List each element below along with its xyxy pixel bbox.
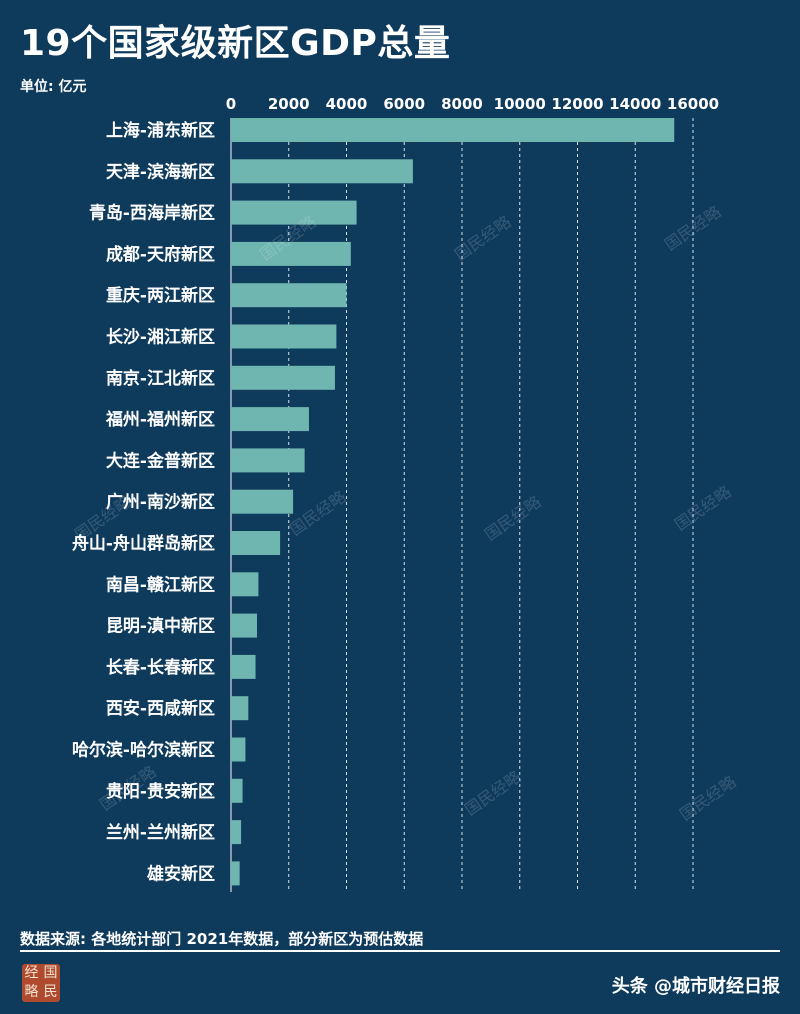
category-label: 广州-南沙新区	[106, 492, 215, 513]
x-tick-label: 14000	[609, 95, 661, 113]
x-tick-label: 8000	[441, 95, 483, 113]
x-tick-label: 2000	[268, 95, 310, 113]
bar	[231, 820, 242, 845]
bar	[231, 861, 240, 886]
footer-divider	[20, 950, 780, 952]
bar	[231, 489, 294, 514]
bar	[231, 531, 281, 555]
category-label: 贵阳-贵安新区	[106, 781, 215, 802]
bar	[231, 696, 249, 721]
category-label: 长春-长春新区	[106, 657, 215, 678]
bar	[231, 778, 243, 803]
category-label: 大连-金普新区	[106, 450, 215, 471]
bar	[231, 159, 413, 184]
bar	[231, 572, 259, 597]
category-label: 重庆-两江新区	[106, 285, 215, 306]
category-label: 南昌-赣江新区	[106, 574, 215, 595]
brand-logo: 经 国 略 民	[22, 964, 60, 1002]
bar	[231, 654, 256, 679]
category-label: 哈尔滨-哈尔滨新区	[72, 740, 215, 761]
bar	[231, 613, 257, 638]
category-label: 上海-浦东新区	[106, 120, 215, 141]
x-tick-label: 0	[226, 95, 236, 113]
data-source-note: 数据来源: 各地统计部门 2021年数据，部分新区为预估数据	[20, 930, 424, 948]
logo-char: 经	[24, 965, 39, 981]
bar	[231, 365, 335, 390]
chart-title: 19个国家级新区GDP总量	[20, 23, 451, 64]
category-label: 雄安新区	[146, 863, 215, 884]
bar	[231, 407, 309, 432]
bar	[231, 448, 305, 473]
bar	[231, 283, 347, 308]
bar	[231, 737, 246, 762]
logo-char: 略	[24, 984, 39, 1000]
logo-char: 民	[43, 984, 58, 1000]
category-label: 西安-西咸新区	[106, 698, 215, 719]
x-tick-label: 4000	[326, 95, 368, 113]
bar	[231, 241, 351, 266]
bar	[231, 324, 337, 349]
category-label: 成都-天府新区	[106, 244, 215, 265]
x-tick-label: 6000	[383, 95, 425, 113]
x-tick-label: 10000	[494, 95, 546, 113]
logo-char: 国	[43, 965, 58, 981]
category-label: 舟山-舟山群岛新区	[72, 533, 215, 554]
category-label: 福州-福州新区	[105, 409, 215, 430]
category-label: 青岛-西海岸新区	[89, 203, 215, 224]
category-label: 昆明-滇中新区	[106, 616, 215, 637]
x-tick-label: 12000	[551, 95, 603, 113]
bar	[231, 118, 675, 142]
bar	[231, 200, 357, 225]
category-label: 天津-滨海新区	[106, 161, 215, 182]
category-label: 兰州-兰州新区	[106, 822, 215, 843]
category-label: 长沙-湘江新区	[106, 327, 215, 348]
x-tick-label: 16000	[667, 95, 719, 113]
source-credit: 头条 @城市财经日报	[611, 976, 780, 997]
category-label: 南京-江北新区	[106, 368, 215, 389]
bar-chart: 0 2000 4000 6000 8000 10000 12000 14000 16000 上海-…	[72, 95, 719, 892]
unit-label: 单位: 亿元	[20, 79, 87, 95]
